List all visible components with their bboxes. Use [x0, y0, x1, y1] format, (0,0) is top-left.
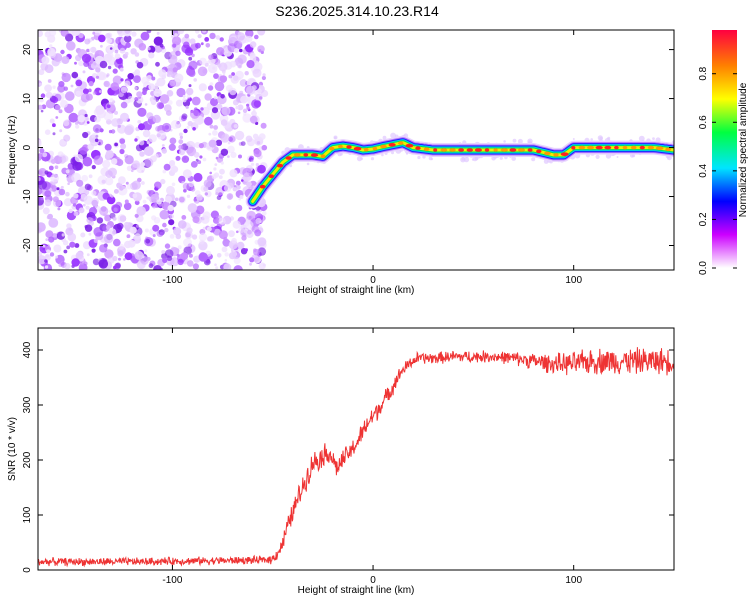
y-tick-label: 20 — [22, 44, 33, 56]
snr-series-line — [38, 347, 674, 568]
ridge-peak — [320, 154, 326, 158]
ridge-peak — [405, 143, 414, 148]
ridge-peak — [380, 144, 387, 149]
ridge-peak — [466, 148, 473, 152]
ridge-peak — [353, 146, 362, 151]
x-tick-label: 100 — [565, 275, 582, 286]
y-tick-label: -10 — [22, 189, 33, 204]
ridge-peak — [587, 145, 594, 150]
colorbar-tick-label: 0.4 — [698, 163, 709, 177]
ridge-peak — [500, 148, 508, 152]
ridge-peak — [474, 148, 482, 152]
ridge-peak — [544, 151, 551, 156]
ridge-peak — [338, 144, 343, 149]
x-tick-label: -100 — [162, 275, 182, 286]
ridge-peak — [560, 152, 569, 156]
figure-title: S236.2025.314.10.23.R14 — [275, 3, 439, 19]
ridge-peak — [346, 145, 352, 149]
y-tick-label: 0 — [22, 567, 33, 573]
snr-ticks: -100 0 100 0 100 200 300 400 — [22, 328, 674, 586]
ridge-peak — [440, 148, 448, 152]
x-tick-label: 100 — [565, 575, 582, 586]
ridge-peak — [293, 153, 301, 157]
ridge-peak — [268, 174, 275, 178]
snr-data — [38, 347, 674, 568]
colorbar: 0.0 0.2 0.4 0.6 0.8 Normalized spectral ampl… — [698, 30, 749, 275]
ridge-peak — [363, 147, 369, 152]
spectrogram-x-axis-label: Height of straight line (km) — [298, 285, 415, 296]
ridge-peak — [622, 145, 628, 150]
snr-x-axis-label: Height of straight line (km) — [298, 585, 415, 596]
colorbar-tick-label: 0.0 — [698, 261, 709, 275]
ridge-peak — [449, 148, 456, 152]
ridge-peak — [372, 146, 378, 151]
y-tick-label: 100 — [22, 506, 33, 523]
ridge-peak — [595, 145, 603, 150]
ridge-peak — [328, 146, 335, 151]
colorbar-tick-label: 0.6 — [698, 115, 709, 129]
colorbar-gradient — [712, 30, 737, 268]
ridge-peak — [578, 145, 586, 150]
colorbar-ticks: 0.0 0.2 0.4 0.6 0.8 — [698, 66, 737, 275]
ridge-peak — [639, 145, 645, 150]
ridge-peak — [630, 145, 637, 150]
ridge-peak — [553, 153, 559, 157]
ridge-peak — [655, 146, 664, 150]
ridge-peak — [415, 146, 421, 150]
ridge-peak — [388, 143, 396, 147]
ridge-peak — [517, 148, 526, 152]
ridge-peak — [303, 153, 309, 157]
colorbar-tick-label: 0.2 — [698, 212, 709, 226]
snr-panel: -100 0 100 0 100 200 300 400 Height of straight… — [7, 327, 675, 596]
ridge-peak — [276, 163, 284, 168]
spectral-ridge — [245, 132, 674, 209]
ridge-peak — [433, 148, 438, 152]
ridge-peak — [647, 145, 655, 150]
ridge-peak — [493, 148, 498, 152]
noise-region — [38, 30, 269, 270]
ridge-peak — [536, 149, 542, 154]
x-tick-label: -100 — [162, 575, 182, 586]
spectrogram-y-axis-label: Frequency (Hz) — [7, 116, 18, 185]
ridge-peak — [458, 148, 464, 152]
ridge-peak — [484, 148, 490, 152]
y-tick-label: 10 — [22, 93, 33, 105]
y-tick-label: 0 — [22, 144, 33, 150]
ridge-peak — [509, 148, 517, 152]
y-tick-label: 200 — [22, 451, 33, 468]
ridge-peak — [614, 145, 619, 150]
y-tick-label: -20 — [22, 238, 33, 253]
snr-y-axis-label: SNR (10 * v/v) — [7, 417, 18, 481]
x-tick-label: 0 — [370, 275, 376, 286]
y-tick-label: 400 — [22, 341, 33, 358]
spectrogram-frame — [37, 29, 675, 271]
colorbar-tick-label: 0.8 — [698, 66, 709, 80]
x-tick-label: 0 — [370, 575, 376, 586]
spectrogram-data — [38, 30, 674, 270]
ridge-peak — [259, 184, 266, 189]
ridge-peak — [423, 147, 430, 151]
y-tick-label: 300 — [22, 396, 33, 413]
ridge-peak — [285, 156, 292, 160]
colorbar-label: Normalized spectral amplitude — [738, 82, 749, 217]
ridge-peak — [310, 153, 319, 157]
ridge-peak — [398, 141, 404, 145]
ridge-peak — [665, 147, 672, 152]
snr-frame — [37, 327, 675, 571]
ridge-peak — [527, 148, 533, 152]
ridge-peak — [571, 146, 576, 150]
ridge-peak — [604, 145, 612, 150]
